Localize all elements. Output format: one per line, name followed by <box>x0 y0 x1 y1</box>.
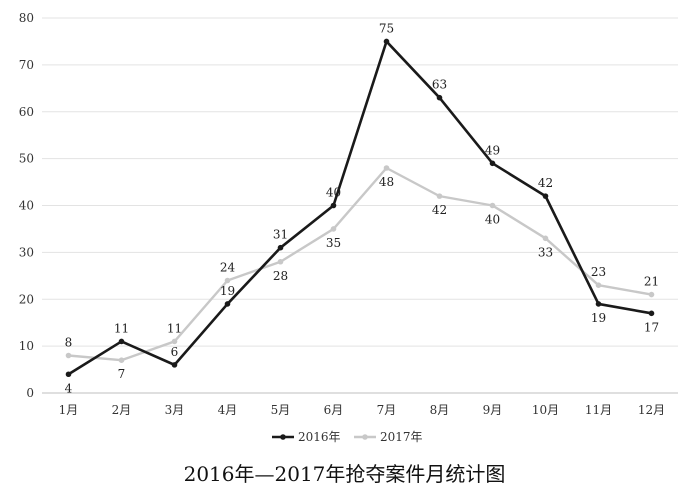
legend-label: 2017年 <box>380 430 423 444</box>
data-point <box>436 193 443 199</box>
data-point <box>489 160 496 167</box>
y-tick-label: 10 <box>19 339 34 353</box>
data-point <box>383 165 390 171</box>
data-label: 19 <box>220 284 235 298</box>
gridlines <box>42 17 678 394</box>
data-point <box>277 244 284 251</box>
data-label: 6 <box>171 345 179 359</box>
x-tick-label: 12月 <box>638 403 665 417</box>
data-label: 8 <box>65 336 73 350</box>
y-tick-label: 40 <box>19 199 34 213</box>
data-label: 75 <box>379 21 394 35</box>
data-point <box>383 38 390 45</box>
data-point <box>542 235 549 242</box>
data-point <box>330 202 337 209</box>
x-tick-label: 10月 <box>532 403 559 417</box>
data-point <box>171 338 178 345</box>
x-tick-label: 1月 <box>59 403 79 417</box>
data-point <box>330 226 337 232</box>
data-label: 19 <box>591 311 606 325</box>
data-label: 7 <box>118 367 126 381</box>
y-tick-label: 70 <box>19 58 34 72</box>
series-line-1 <box>68 166 652 362</box>
data-point <box>489 202 496 209</box>
y-tick-label: 30 <box>19 245 34 259</box>
data-label: 49 <box>485 143 500 157</box>
data-point <box>542 193 549 199</box>
x-tick-label: 8月 <box>430 403 450 417</box>
x-tick-label: 2月 <box>112 403 132 417</box>
data-label: 40 <box>485 213 500 227</box>
data-point <box>436 94 443 101</box>
data-labels: 8 7 11 24 28 35 48 42 40 33 23 21 4 11 6 19 31 40 75 63 49 42… <box>65 21 659 395</box>
legend-marker <box>362 434 368 440</box>
y-tick-label: 50 <box>19 152 34 166</box>
series-group <box>65 38 655 378</box>
data-label: 48 <box>379 175 394 189</box>
data-point <box>171 362 178 368</box>
data-label: 11 <box>167 321 182 335</box>
x-tick-label: 11月 <box>585 403 612 417</box>
data-point <box>224 301 231 307</box>
data-label: 33 <box>538 245 553 259</box>
data-label: 42 <box>432 203 447 217</box>
legend-label: 2016年 <box>298 430 341 444</box>
legend-marker <box>280 434 286 440</box>
y-tick-label: 20 <box>19 292 34 306</box>
data-label: 24 <box>220 261 236 275</box>
data-point <box>277 258 284 265</box>
data-point <box>648 291 655 298</box>
data-point <box>118 357 125 363</box>
data-label: 31 <box>273 228 288 242</box>
data-point <box>648 310 655 317</box>
data-label: 28 <box>273 269 288 283</box>
legend: 2016年 2017年 <box>272 430 423 444</box>
data-point <box>65 352 72 359</box>
data-point <box>595 301 602 307</box>
x-tick-label: 4月 <box>218 403 238 417</box>
series-line-0 <box>67 40 652 376</box>
x-tick-label: 5月 <box>271 403 291 417</box>
y-axis-ticks: 0 10 20 30 40 50 60 70 80 <box>19 11 34 400</box>
data-label: 42 <box>538 176 553 190</box>
data-label: 21 <box>644 275 659 289</box>
data-label: 63 <box>432 78 447 92</box>
y-tick-label: 0 <box>26 386 34 400</box>
data-label: 11 <box>114 321 129 335</box>
x-tick-label: 7月 <box>377 403 397 417</box>
data-label: 17 <box>644 320 659 334</box>
chart-title: 2016年—2017年抢夺案件月统计图 <box>183 462 506 486</box>
y-tick-label: 80 <box>19 11 34 25</box>
data-point <box>595 282 602 288</box>
x-tick-label: 6月 <box>324 403 344 417</box>
data-point <box>65 371 72 378</box>
x-axis-ticks: 1月 2月 3月 4月 5月 6月 7月 8月 9月 10月 11月 12月 <box>59 403 665 417</box>
data-label: 35 <box>326 236 341 250</box>
data-label: 4 <box>65 381 73 395</box>
data-point <box>118 338 125 345</box>
y-tick-label: 60 <box>19 105 34 119</box>
x-tick-label: 9月 <box>483 403 503 417</box>
data-point <box>224 277 231 284</box>
data-label: 40 <box>326 186 341 200</box>
data-label: 23 <box>591 265 606 279</box>
x-tick-label: 3月 <box>165 403 185 417</box>
